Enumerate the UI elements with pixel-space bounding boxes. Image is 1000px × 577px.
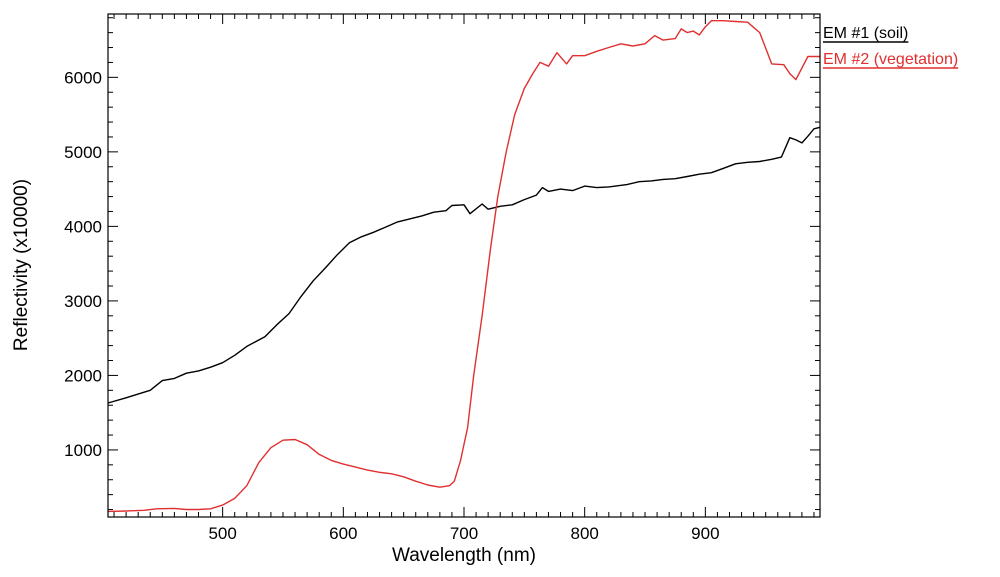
series-line-1 <box>107 126 821 404</box>
y-tick-label: 1000 <box>64 441 102 460</box>
y-axis-label: Reflectivity (x10000) <box>11 179 32 351</box>
y-tick-label: 6000 <box>64 68 102 87</box>
ticks <box>108 14 820 517</box>
x-tick-label: 600 <box>329 524 357 543</box>
y-tick-label: 3000 <box>64 292 102 311</box>
x-tick-label: 800 <box>570 524 598 543</box>
tick-labels: 500 600 700 800 900 1000 2000 3000 4000 5000 6000 <box>64 68 719 543</box>
y-tick-label: 2000 <box>64 366 102 385</box>
x-tick-label: 900 <box>691 524 719 543</box>
x-tick-label: 700 <box>450 524 478 543</box>
x-tick-label: 500 <box>208 524 236 543</box>
y-tick-label: 5000 <box>64 143 102 162</box>
plot-lines <box>107 20 821 513</box>
legend-label-1: EM #1 (soil) <box>823 25 908 42</box>
legend-label-2: EM #2 (vegetation) <box>823 51 958 68</box>
series-line-2 <box>107 20 820 513</box>
legend: EM #1 (soil) EM #2 (vegetation) <box>823 25 959 69</box>
y-tick-label: 4000 <box>64 217 102 236</box>
x-axis-label: Wavelength (nm) <box>392 545 536 566</box>
